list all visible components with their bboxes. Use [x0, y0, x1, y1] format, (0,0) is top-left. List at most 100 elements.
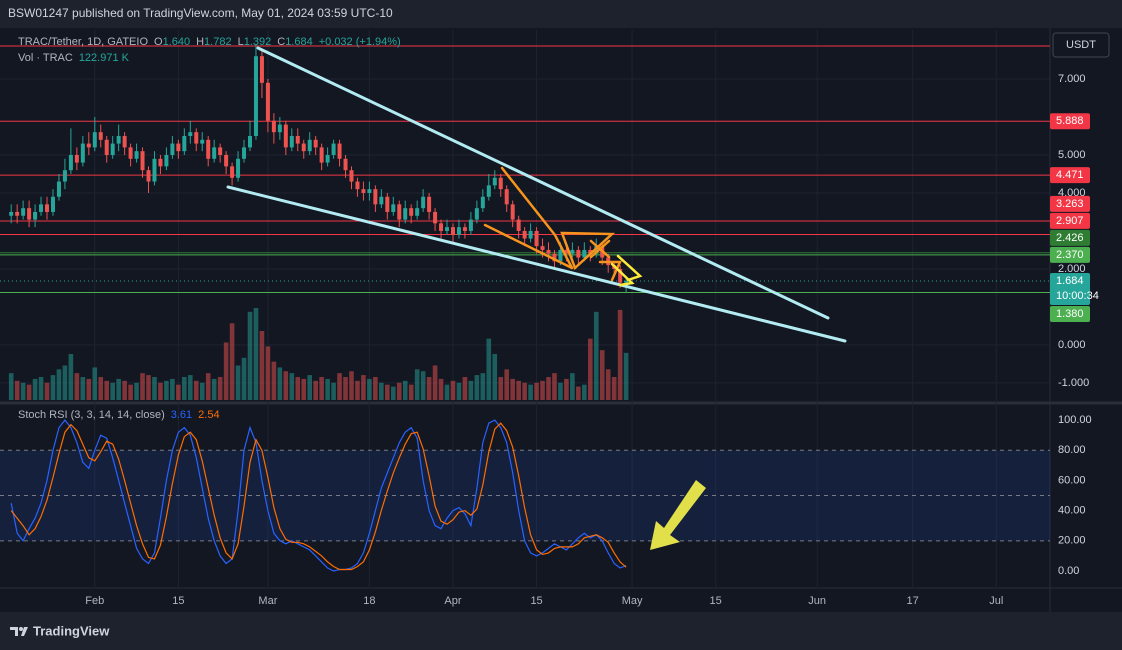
- candle-body: [313, 139, 318, 148]
- level-badge-label: 3.263: [1056, 198, 1084, 210]
- y-tick-label: 5.000: [1058, 149, 1086, 161]
- volume-bar: [617, 309, 623, 400]
- publisher-bar: [0, 0, 1122, 28]
- candle-body: [236, 158, 241, 178]
- candle-body: [158, 158, 163, 167]
- candle-body: [624, 280, 629, 283]
- candle-body: [206, 139, 211, 159]
- y-tick-label: 2.000: [1058, 263, 1086, 275]
- volume-bar: [92, 367, 98, 400]
- candle-body: [68, 154, 73, 171]
- x-tick-label: 17: [907, 595, 919, 607]
- stoch-tick-label: 80.00: [1058, 444, 1086, 456]
- volume-bar: [211, 378, 217, 400]
- candle-body: [564, 249, 569, 254]
- volume-bar: [462, 377, 468, 400]
- candle-body: [50, 196, 55, 212]
- symbol: TRAC/Tether, 1D, GATEIO: [18, 36, 148, 48]
- candle-body: [433, 211, 438, 224]
- stoch-tick-label: 0.00: [1058, 565, 1079, 577]
- candle-body: [134, 151, 139, 159]
- volume-bar: [343, 377, 348, 400]
- volume-bar: [307, 375, 313, 400]
- volume-bar: [576, 386, 581, 400]
- stoch-band: [0, 450, 1050, 541]
- candle-body: [552, 253, 557, 262]
- level-badge-label: 4.471: [1056, 169, 1084, 181]
- candle-body: [486, 185, 491, 197]
- volume-bar: [20, 382, 26, 400]
- logo-mark: [19, 627, 23, 631]
- ohlc-value: 1.392: [244, 36, 272, 48]
- candle-body: [516, 219, 521, 231]
- candle-body: [194, 132, 199, 144]
- volume-bar: [564, 378, 569, 400]
- x-tick-label: 15: [530, 595, 542, 607]
- volume-bar: [44, 382, 50, 400]
- volume-bar: [414, 369, 420, 400]
- x-tick-label: Mar: [258, 595, 277, 607]
- candle-body: [242, 147, 247, 159]
- candle-body: [582, 249, 587, 258]
- change: +0.032 (+1.94%): [319, 36, 401, 48]
- stoch-tick-label: 20.00: [1058, 535, 1086, 547]
- stoch-tick-label: 100.00: [1058, 414, 1092, 426]
- level-badge: [1050, 167, 1090, 184]
- volume-bar: [313, 380, 318, 400]
- volume-bar: [558, 382, 563, 400]
- candle-body: [534, 230, 539, 247]
- x-tick-label: Jul: [989, 595, 1003, 607]
- volume-value: 122.971 K: [79, 52, 130, 64]
- candle-body: [289, 135, 294, 148]
- volume-bar: [152, 377, 157, 400]
- candle-body: [355, 181, 360, 190]
- orange-drawing: [598, 260, 622, 282]
- level-badge-label: 2.426: [1056, 232, 1084, 244]
- candle-body: [492, 177, 497, 186]
- candle-body: [367, 189, 372, 193]
- volume-bar: [373, 377, 378, 400]
- candle-body: [445, 227, 450, 231]
- last-price-badge: [1050, 272, 1090, 305]
- volume-bar: [498, 377, 504, 400]
- volume-bar: [86, 378, 92, 400]
- candle-body: [283, 124, 288, 148]
- currency-label[interactable]: USDT: [1066, 39, 1096, 51]
- volume-bar: [271, 361, 277, 400]
- legend: TRAC/Tether, 1D, GATEIO O1.640 H1.782 L1.39…: [18, 36, 401, 48]
- candle-body: [122, 135, 127, 148]
- currency-button[interactable]: [1052, 32, 1110, 58]
- candle-body: [110, 143, 115, 155]
- ohlc-key: H: [196, 36, 204, 48]
- yellow-drawing: [610, 262, 635, 287]
- x-tick-label: 18: [363, 595, 375, 607]
- stoch-tick-label: 40.00: [1058, 505, 1086, 517]
- candle-body: [271, 120, 276, 133]
- level-badge-label: 2.370: [1056, 249, 1084, 261]
- volume-bar: [140, 373, 145, 400]
- candle-body: [403, 208, 408, 220]
- volume-bar: [14, 380, 20, 400]
- candle-body: [230, 166, 235, 178]
- volume-bar: [301, 378, 307, 400]
- candle-body: [277, 124, 282, 133]
- candle-body: [415, 208, 420, 216]
- candle-body: [128, 147, 133, 159]
- candle-body: [62, 170, 67, 182]
- candle-body: [427, 196, 432, 212]
- candle-body: [253, 56, 258, 136]
- volume-bar: [325, 378, 330, 400]
- candle-body: [33, 211, 38, 220]
- volume-bar: [199, 382, 205, 400]
- volume-bar: [56, 369, 62, 400]
- volume-bar: [522, 382, 527, 400]
- candle-body: [21, 208, 26, 216]
- candle-body: [391, 204, 396, 212]
- candle-body: [325, 154, 330, 163]
- candle-body: [588, 249, 593, 254]
- candle-body: [373, 189, 378, 205]
- level-badge: [1050, 246, 1090, 263]
- y-tick-label: 0.000: [1058, 339, 1086, 351]
- stoch-k-value: 3.61: [171, 409, 192, 421]
